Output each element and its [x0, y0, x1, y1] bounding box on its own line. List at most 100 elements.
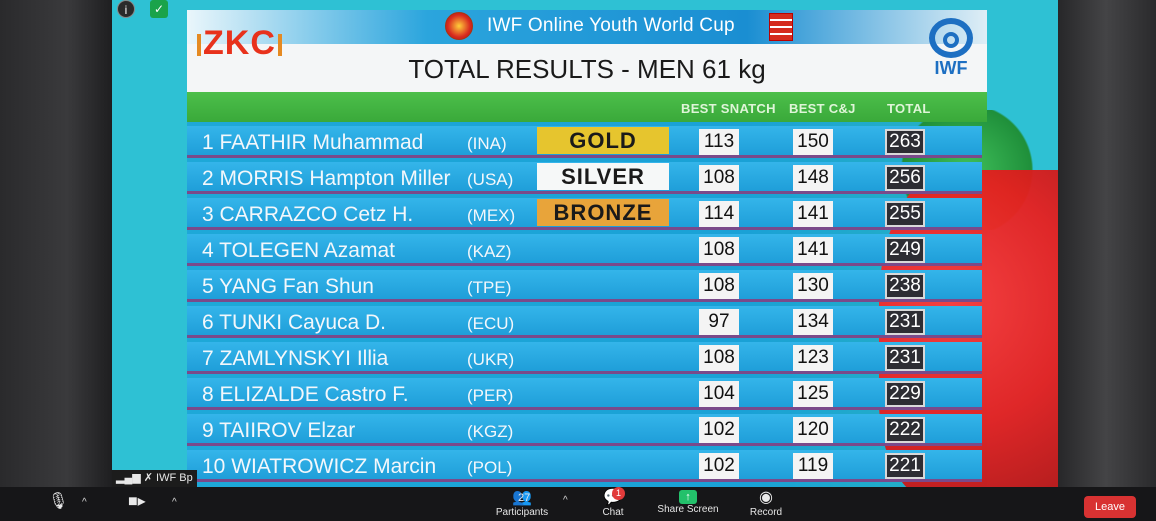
event-title: IWF Online Youth World Cup: [487, 15, 735, 36]
table-row: 5 YANG Fan Shun (TPE) 108 130 238: [187, 270, 982, 302]
table-row: 4 TOLEGEN Azamat (KAZ) 108 141 249: [187, 234, 982, 266]
athlete-name: 1 FAATHIR Muhammad: [202, 131, 424, 154]
record-icon: ◉: [759, 489, 773, 506]
athlete-nation: (TPE): [467, 278, 512, 297]
participants-label: Participants: [495, 507, 549, 518]
best-snatch-cell: 102: [699, 453, 739, 479]
table-row: 6 TUNKI Cayuca D. (ECU) 97 134 231: [187, 306, 982, 338]
monitor-bezel-right: [1056, 0, 1156, 521]
best-snatch-cell: 108: [699, 345, 739, 371]
participants-button[interactable]: 👥 27 Participants: [492, 489, 552, 519]
table-row: 3 CARRAZCO Cetz H. (MEX) BRONZE 114 141 255: [187, 198, 982, 230]
chat-label: Chat: [602, 507, 624, 518]
total-cell: 255: [885, 201, 925, 227]
board-header: IWF Online Youth World Cup ZKC TOTAL RES…: [187, 10, 987, 92]
medal-badge: SILVER: [537, 163, 669, 190]
athlete-nation: (UKR): [467, 350, 515, 369]
meeting-toolbar: 🎙 ^ ■▸ ^ 👥 27 Participants ^ 💬 1 Chat ↑ …: [0, 487, 1156, 521]
best-cj-cell: 150: [793, 129, 833, 155]
host-label: IWF Bp: [156, 472, 193, 484]
column-header: BEST SNATCH BEST C&J TOTAL: [187, 92, 987, 122]
monitor-bezel-left: [0, 0, 112, 521]
participants-icon: 👥: [512, 489, 532, 506]
total-cell: 256: [885, 165, 925, 191]
total-cell: 263: [885, 129, 925, 155]
weightlifting-seal-icon: [445, 12, 473, 40]
best-cj-cell: 130: [793, 273, 833, 299]
share-screen-button[interactable]: ↑ Share Screen: [655, 490, 721, 516]
best-snatch-cell: 114: [699, 201, 739, 227]
record-label: Record: [749, 507, 783, 518]
athlete-name: 2 MORRIS Hampton Miller: [202, 167, 451, 190]
best-cj-cell: 148: [793, 165, 833, 191]
chat-button[interactable]: 💬 1 Chat: [598, 487, 628, 519]
zkc-logo: ZKC: [195, 24, 284, 63]
athlete-nation: (ECU): [467, 314, 515, 333]
shared-video: IWF Online Youth World Cup ZKC TOTAL RES…: [112, 0, 1058, 487]
leave-button[interactable]: Leave: [1084, 496, 1136, 518]
best-cj-cell: 119: [793, 453, 833, 479]
athlete-name: 5 YANG Fan Shun: [202, 275, 374, 298]
athlete-nation: (KAZ): [467, 242, 512, 261]
medal-badge: BRONZE: [537, 199, 669, 226]
record-button[interactable]: ◉ Record: [745, 489, 787, 519]
iwf-rings-icon: [929, 18, 973, 58]
video-button[interactable]: ■▸: [128, 493, 146, 511]
total-cell: 229: [885, 381, 925, 407]
best-snatch-cell: 108: [699, 237, 739, 263]
table-row: 7 ZAMLYNSKYI Illia (UKR) 108 123 231: [187, 342, 982, 374]
flag-emblem-icon: [769, 13, 793, 41]
shield-icon[interactable]: ✓: [150, 0, 168, 18]
best-cj-cell: 120: [793, 417, 833, 443]
medal-badge: GOLD: [537, 127, 669, 154]
host-tag: ▂▄▆ ✗ IWF Bp: [112, 470, 197, 487]
chevron-up-icon[interactable]: ^: [172, 497, 177, 508]
athlete-name: 4 TOLEGEN Azamat: [202, 239, 395, 262]
best-snatch-cell: 108: [699, 165, 739, 191]
table-row: 10 WIATROWICZ Marcin (POL) 102 119 221: [187, 450, 982, 482]
total-cell: 231: [885, 309, 925, 335]
best-cj-cell: 141: [793, 237, 833, 263]
best-cj-cell: 141: [793, 201, 833, 227]
best-snatch-cell: 104: [699, 381, 739, 407]
best-cj-cell: 125: [793, 381, 833, 407]
athlete-nation: (KGZ): [467, 422, 514, 441]
athlete-nation: (POL): [467, 458, 513, 477]
mute-button[interactable]: 🎙: [48, 493, 68, 511]
column-best-cj: BEST C&J: [789, 101, 856, 116]
total-cell: 222: [885, 417, 925, 443]
best-cj-cell: 123: [793, 345, 833, 371]
total-cell: 238: [885, 273, 925, 299]
participants-count: 27: [518, 492, 531, 504]
best-snatch-cell: 102: [699, 417, 739, 443]
table-row: 1 FAATHIR Muhammad (INA) GOLD 113 150 263: [187, 126, 982, 158]
chevron-up-icon[interactable]: ^: [82, 497, 87, 508]
athlete-name: 9 TAIIROV Elzar: [202, 419, 356, 442]
best-snatch-cell: 108: [699, 273, 739, 299]
column-total: TOTAL: [887, 101, 931, 116]
athlete-nation: (PER): [467, 386, 514, 405]
chevron-up-icon[interactable]: ^: [563, 495, 568, 506]
result-title: TOTAL RESULTS - MEN 61 kg: [408, 54, 766, 84]
microphone-icon: 🎙: [48, 493, 69, 510]
chat-badge: 1: [612, 487, 625, 500]
video-camera-icon: ■▸: [128, 493, 146, 510]
table-row: 9 TAIIROV Elzar (KGZ) 102 120 222: [187, 414, 982, 446]
total-cell: 231: [885, 345, 925, 371]
iwf-logo: IWF: [921, 18, 981, 79]
event-bar: IWF Online Youth World Cup: [187, 10, 987, 44]
athlete-name: 6 TUNKI Cayuca D.: [202, 311, 387, 334]
best-snatch-cell: 97: [699, 309, 739, 335]
athlete-name: 3 CARRAZCO Cetz H.: [202, 203, 414, 226]
info-icon[interactable]: i: [117, 0, 135, 18]
athlete-nation: (INA): [467, 134, 507, 153]
athlete-name: 7 ZAMLYNSKYI Illia: [202, 347, 389, 370]
athlete-nation: (USA): [467, 170, 514, 189]
table-row: 2 MORRIS Hampton Miller (USA) SILVER 108 148…: [187, 162, 982, 194]
total-cell: 249: [885, 237, 925, 263]
column-best-snatch: BEST SNATCH: [681, 101, 776, 116]
athlete-name: 8 ELIZALDE Castro F.: [202, 383, 409, 406]
athlete-nation: (MEX): [467, 206, 516, 225]
total-cell: 221: [885, 453, 925, 479]
table-row: 8 ELIZALDE Castro F. (PER) 104 125 229: [187, 378, 982, 410]
